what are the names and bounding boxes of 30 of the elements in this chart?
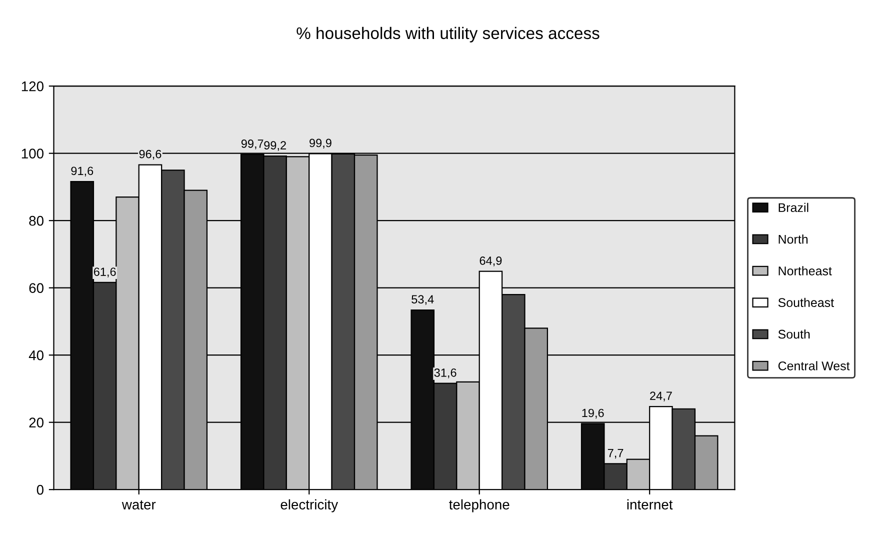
y-tick-label: 60	[29, 283, 44, 293]
data-label: 61,6	[94, 268, 116, 278]
legend-label: Southeast	[778, 298, 834, 308]
x-tick-label: internet	[627, 499, 673, 510]
data-label: 99,7	[241, 139, 264, 150]
data-label: 53,4	[412, 295, 434, 305]
x-tick-label: electricity	[280, 499, 338, 512]
legend-label: Brazil	[778, 202, 808, 212]
legend-label: South	[778, 329, 810, 339]
legend-label: Northeast	[778, 266, 832, 276]
y-tick-label: 80	[29, 216, 44, 226]
data-label: 99,9	[310, 138, 332, 149]
x-tick-label: water	[122, 500, 156, 510]
data-label: 96,6	[139, 150, 162, 160]
y-tick-label: 120	[22, 81, 44, 92]
data-label: 99,2	[264, 141, 286, 151]
data-label: 31,6	[434, 368, 456, 378]
data-label: 24,7	[650, 392, 672, 402]
data-label: 7,7	[608, 448, 624, 459]
legend-label: North	[778, 234, 808, 244]
x-tick-label: telephone	[449, 499, 510, 512]
y-tick-label: 20	[29, 418, 44, 428]
data-label: 64,9	[480, 256, 502, 266]
y-tick-label: 40	[28, 350, 44, 360]
chart-title: % households with utility services access	[296, 26, 600, 42]
legend-label: Central West	[778, 361, 850, 370]
y-tick-label: 100	[22, 148, 44, 158]
data-label: 91,6	[71, 166, 94, 176]
data-label: 19,6	[582, 408, 604, 419]
y-tick-label: 0	[36, 484, 44, 495]
